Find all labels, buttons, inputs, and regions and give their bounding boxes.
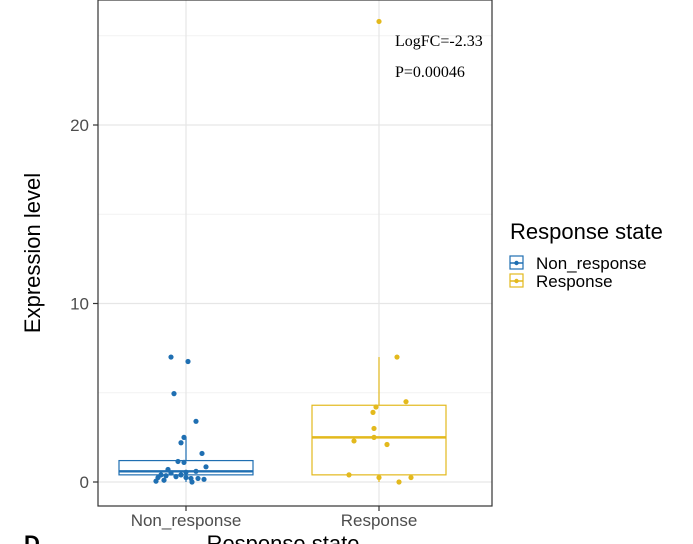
y-axis-title: Expression level <box>20 173 45 333</box>
data-point <box>181 434 187 440</box>
data-point <box>199 450 205 457</box>
data-point <box>346 472 352 478</box>
data-point <box>376 18 382 25</box>
boxplot-response <box>311 357 447 482</box>
data-point <box>403 399 409 405</box>
data-point <box>408 474 414 481</box>
data-point <box>168 354 174 360</box>
x-tick-label: Response <box>341 511 418 530</box>
annotation-pvalue: P=0.00046 <box>395 64 465 81</box>
data-point <box>168 470 174 476</box>
y-tick-label: 10 <box>70 295 89 314</box>
legend-title: Response state <box>510 219 663 244</box>
data-point <box>183 469 189 475</box>
data-point <box>193 468 199 474</box>
y-tick-label: 20 <box>70 116 89 135</box>
data-point <box>203 464 209 470</box>
data-point <box>394 354 400 360</box>
annotation-logfc: LogFC=-2.33 <box>395 33 483 50</box>
plot-panel-border <box>97 0 493 507</box>
data-point <box>189 479 195 485</box>
legend-key-non-response: Non_response <box>509 254 647 273</box>
data-point <box>371 434 377 440</box>
data-point <box>173 474 179 480</box>
data-point <box>201 476 207 482</box>
legend-label: Non_response <box>536 254 647 273</box>
data-point <box>193 418 199 424</box>
data-point <box>370 409 376 415</box>
data-point <box>153 478 159 484</box>
data-point <box>178 472 184 478</box>
data-point <box>185 358 191 365</box>
box-iqr <box>311 404 447 476</box>
data-point <box>161 477 167 483</box>
legend-swatch-point <box>514 278 519 284</box>
data-point <box>163 473 169 479</box>
data-point <box>171 391 177 397</box>
x-tick-label: Non_response <box>131 511 242 530</box>
data-point <box>175 458 181 465</box>
panel-label: D <box>24 531 40 544</box>
y-tick-label: 0 <box>80 473 89 492</box>
data-point <box>376 474 382 481</box>
data-point <box>178 440 184 446</box>
data-point <box>373 404 379 410</box>
legend-label: Response <box>536 272 613 291</box>
data-point <box>384 441 390 448</box>
legend-swatch-point <box>514 260 519 266</box>
data-point <box>195 475 201 482</box>
legend-key-response: Response <box>509 272 613 291</box>
data-point <box>183 474 189 481</box>
data-point <box>351 438 357 444</box>
data-point <box>181 459 187 465</box>
data-point <box>371 425 377 432</box>
data-point <box>165 466 171 473</box>
x-axis-title: Response state <box>207 531 360 544</box>
data-point <box>396 479 402 485</box>
